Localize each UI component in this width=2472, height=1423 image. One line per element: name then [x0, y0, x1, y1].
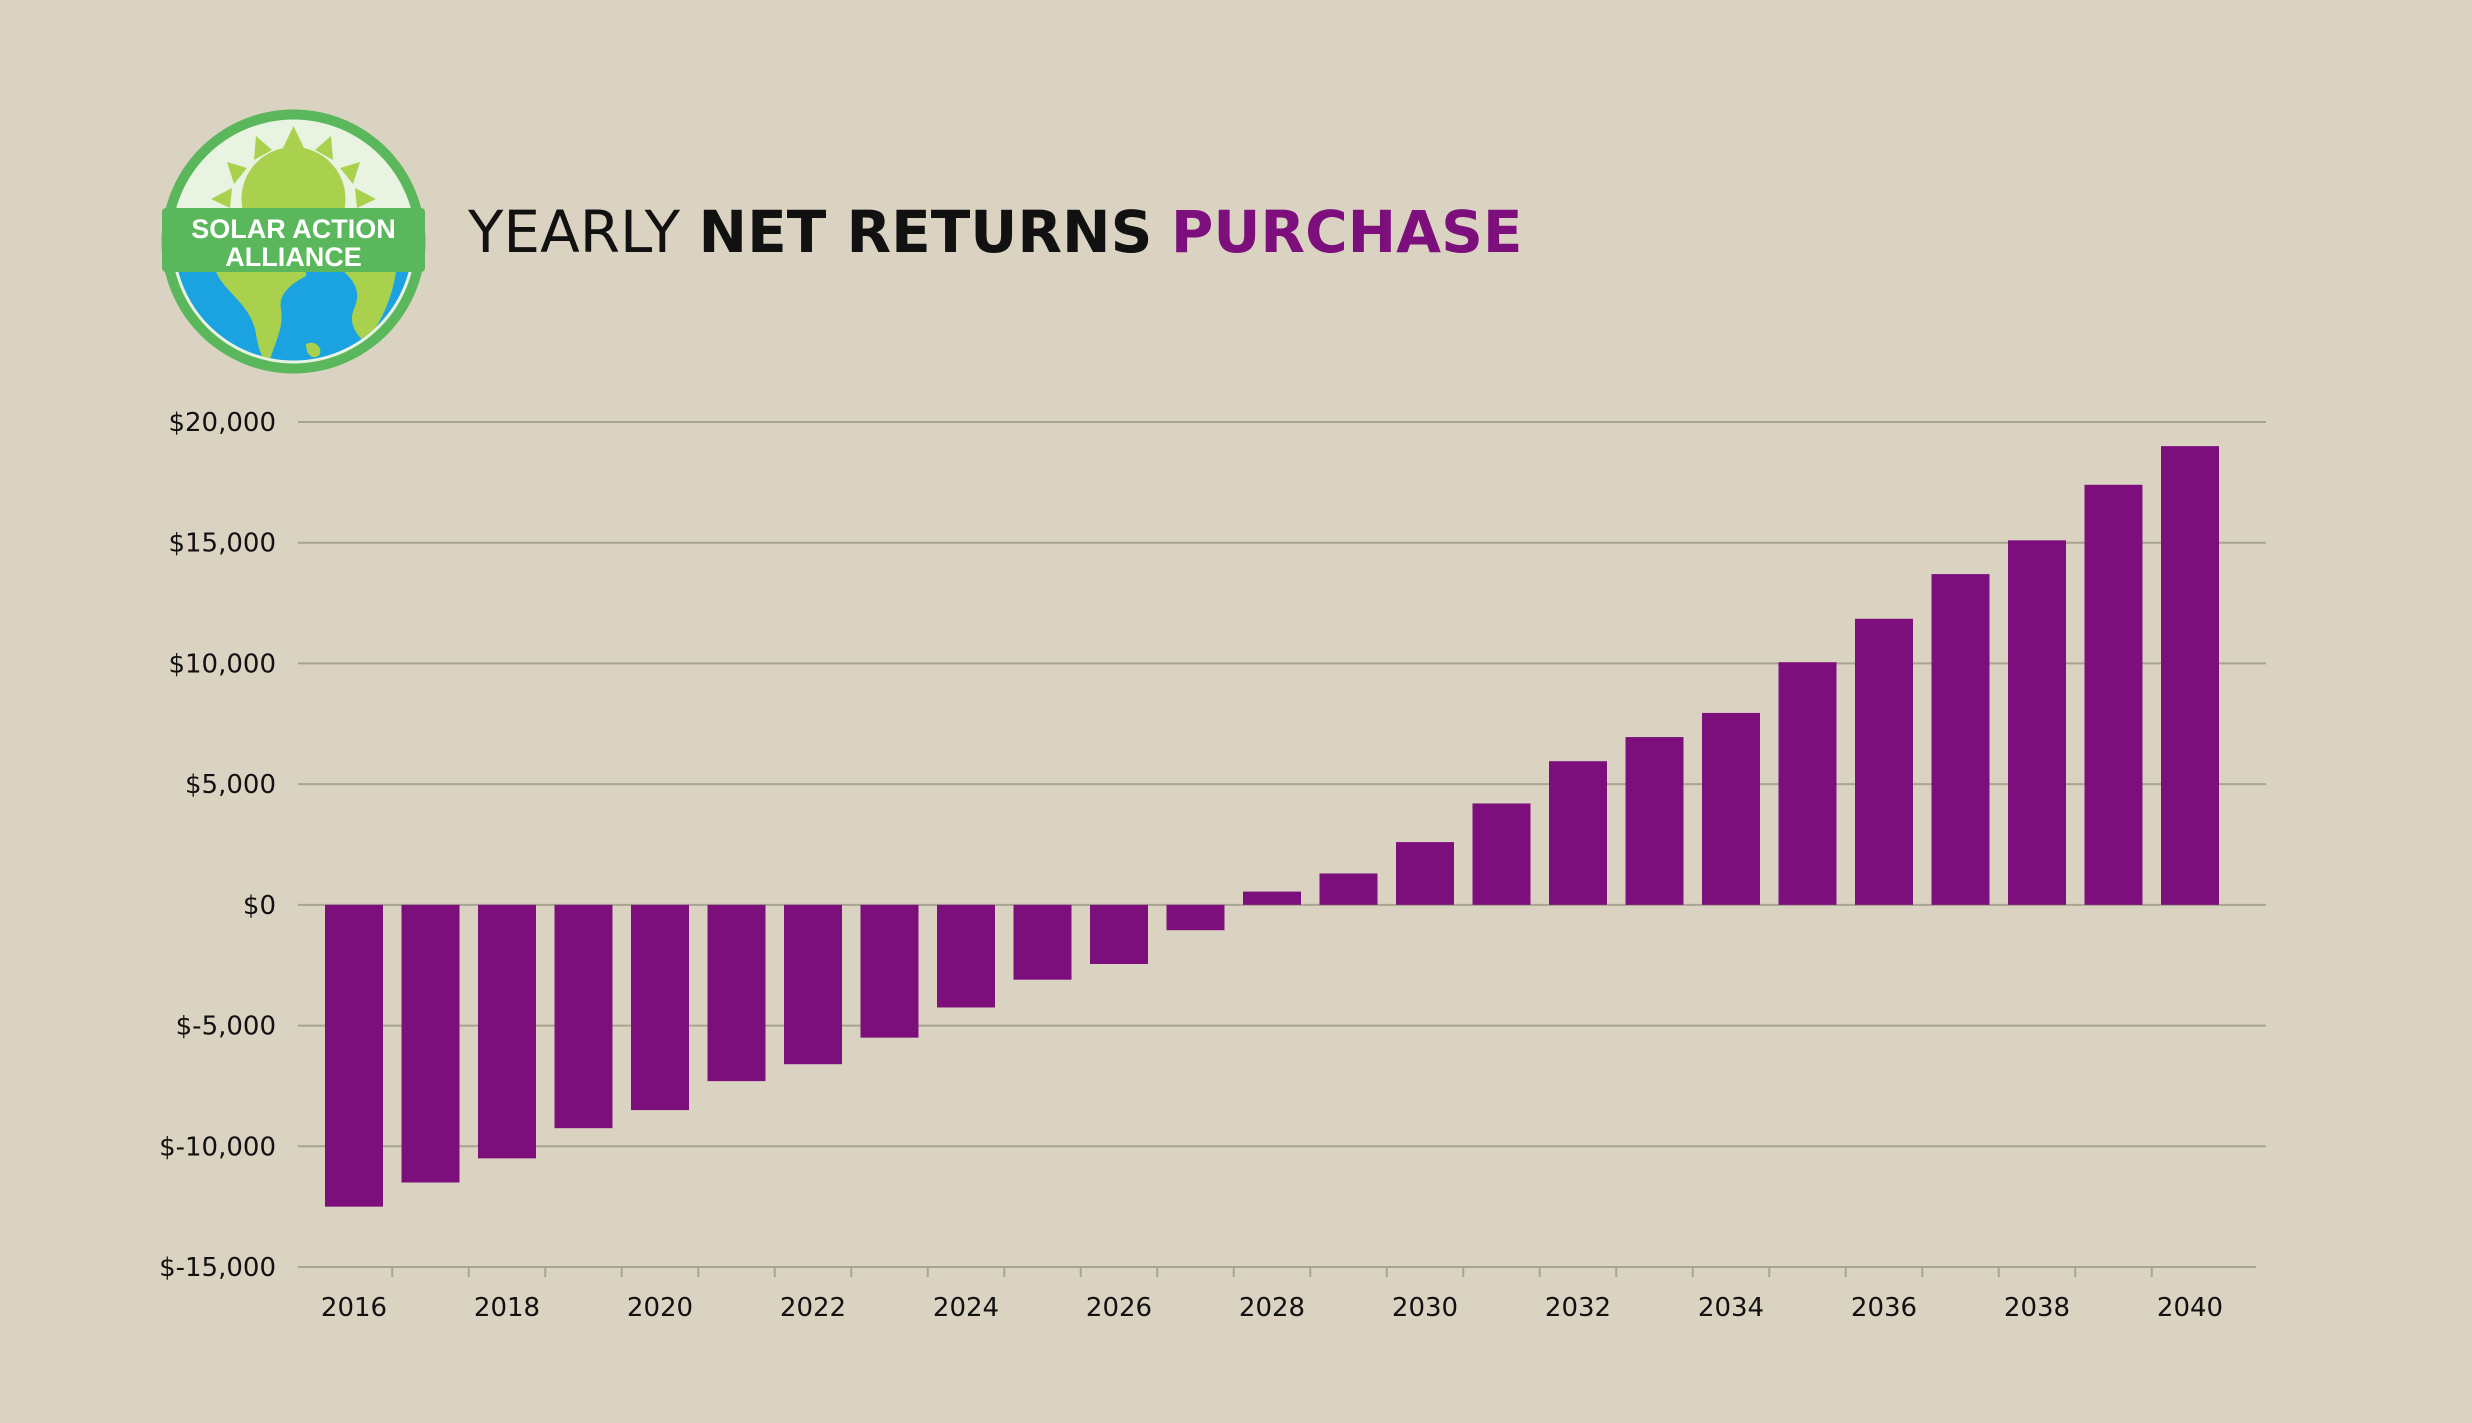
- bar-2017: [401, 904, 460, 1183]
- bar-2026: [1090, 904, 1148, 965]
- bar-2040: [2161, 446, 2219, 905]
- x-tick-label: 2030: [1392, 1293, 1458, 1323]
- bar-2034: [1702, 712, 1760, 905]
- y-tick-labels: $20,000 $15,000 $10,000 $5,000 $0 $-5,000 $-10…: [159, 408, 276, 1283]
- chart-title-light: YEARLY: [468, 198, 681, 266]
- bar-2016: [325, 904, 383, 1207]
- bar-2038: [2008, 540, 2066, 905]
- bar-2021: [707, 904, 766, 1082]
- y-tick-label: $0: [243, 891, 276, 921]
- logo-text-line2: ALLIANCE: [225, 242, 362, 272]
- x-tick-label: 2024: [933, 1293, 999, 1323]
- bar-2033: [1625, 737, 1684, 905]
- bar-2037: [1931, 574, 1990, 905]
- bar-2020: [631, 904, 689, 1111]
- bar-2039: [2084, 484, 2143, 905]
- chart-title-accent: PURCHASE: [1170, 198, 1523, 266]
- y-tick-label: $-15,000: [159, 1253, 276, 1283]
- x-tick-label: 2028: [1239, 1293, 1305, 1323]
- solar-action-alliance-logo: SOLAR ACTION ALLIANCE: [161, 109, 426, 374]
- bar-2023: [860, 904, 919, 1038]
- bar-2018: [478, 904, 536, 1159]
- bar-2025: [1013, 904, 1072, 980]
- y-tick-label: $10,000: [168, 649, 276, 679]
- chart-title: YEARLY NET RETURNS PURCHASE: [468, 194, 1522, 270]
- x-tick-label: 2036: [1851, 1293, 1917, 1323]
- bar-2019: [554, 904, 613, 1129]
- x-tick-label: 2018: [474, 1293, 540, 1323]
- bar-2029: [1319, 873, 1378, 905]
- bar-2035: [1778, 662, 1837, 905]
- x-tick-label: 2022: [780, 1293, 846, 1323]
- chart-title-bold: NET RETURNS: [698, 198, 1153, 266]
- x-tick-label: 2020: [627, 1293, 693, 1323]
- x-axis: [298, 1266, 2256, 1277]
- bar-2022: [784, 904, 842, 1065]
- x-tick-label: 2040: [2157, 1293, 2223, 1323]
- x-tick-label: 2026: [1086, 1293, 1152, 1323]
- y-tick-label: $5,000: [185, 770, 276, 800]
- bar-2024: [937, 904, 995, 1008]
- bars: [325, 446, 2219, 1207]
- y-tick-label: $-10,000: [159, 1132, 276, 1162]
- bar-2036: [1855, 618, 1913, 905]
- bar-2027: [1166, 904, 1225, 931]
- bar-2031: [1472, 803, 1531, 905]
- y-tick-label: $20,000: [168, 408, 276, 438]
- logo-banner: [162, 208, 425, 272]
- y-tick-label: $-5,000: [176, 1012, 276, 1042]
- x-tick-label: 2032: [1545, 1293, 1611, 1323]
- x-tick-label: 2038: [2004, 1293, 2070, 1323]
- x-tick-labels: 2016 2018 2020 2022 2024 2026 2028 2030 2032 2034…: [321, 1293, 2223, 1323]
- logo-text-line1: SOLAR ACTION: [191, 214, 396, 244]
- bar-2032: [1549, 761, 1607, 905]
- bar-2028: [1243, 891, 1301, 905]
- x-tick-label: 2034: [1698, 1293, 1764, 1323]
- bar-2030: [1396, 842, 1454, 905]
- y-tick-label: $15,000: [168, 529, 276, 559]
- x-tick-label: 2016: [321, 1293, 387, 1323]
